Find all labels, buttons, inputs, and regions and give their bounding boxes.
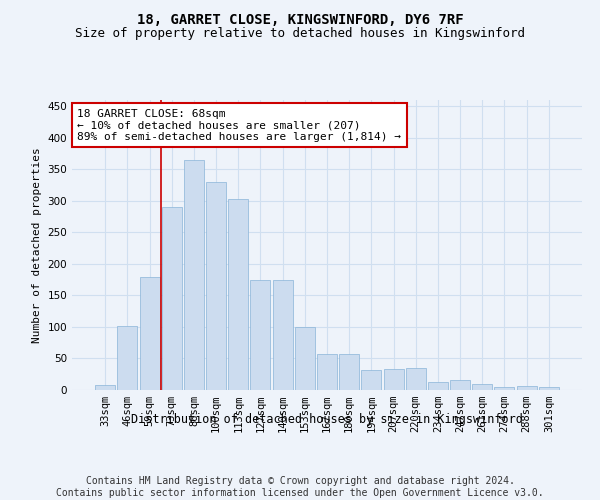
Bar xyxy=(428,382,448,390)
Bar xyxy=(361,370,382,390)
Bar xyxy=(317,354,337,390)
Bar xyxy=(472,384,492,390)
Bar xyxy=(494,387,514,390)
Text: 18, GARRET CLOSE, KINGSWINFORD, DY6 7RF: 18, GARRET CLOSE, KINGSWINFORD, DY6 7RF xyxy=(137,12,463,26)
Bar xyxy=(118,326,137,390)
Bar xyxy=(450,380,470,390)
Text: Contains HM Land Registry data © Crown copyright and database right 2024.
Contai: Contains HM Land Registry data © Crown c… xyxy=(56,476,544,498)
Bar xyxy=(383,369,404,390)
Bar xyxy=(95,385,115,390)
Bar xyxy=(406,368,426,390)
Bar xyxy=(250,280,271,390)
Bar xyxy=(184,160,204,390)
Text: Size of property relative to detached houses in Kingswinford: Size of property relative to detached ho… xyxy=(75,28,525,40)
Text: Distribution of detached houses by size in Kingswinford: Distribution of detached houses by size … xyxy=(131,412,523,426)
Bar xyxy=(206,182,226,390)
Bar xyxy=(339,354,359,390)
Bar xyxy=(272,280,293,390)
Bar xyxy=(517,386,536,390)
Bar xyxy=(162,207,182,390)
Y-axis label: Number of detached properties: Number of detached properties xyxy=(32,147,42,343)
Bar xyxy=(228,199,248,390)
Bar xyxy=(539,387,559,390)
Text: 18 GARRET CLOSE: 68sqm
← 10% of detached houses are smaller (207)
89% of semi-de: 18 GARRET CLOSE: 68sqm ← 10% of detached… xyxy=(77,108,401,142)
Bar xyxy=(295,327,315,390)
Bar xyxy=(140,276,160,390)
